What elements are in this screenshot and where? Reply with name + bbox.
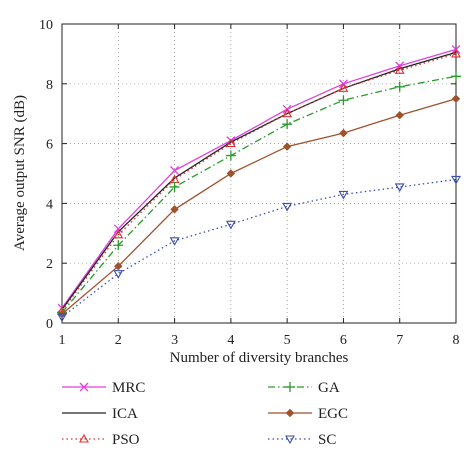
data-point-ga bbox=[338, 95, 349, 106]
data-point-egc bbox=[395, 110, 404, 120]
data-point-egc bbox=[226, 169, 236, 178]
legend-marker-sc bbox=[285, 435, 295, 445]
legend-item-pso: PSO bbox=[62, 432, 140, 448]
series-egc bbox=[57, 94, 461, 319]
series-line-sc bbox=[61, 178, 457, 318]
x-tick-label: 4 bbox=[227, 333, 234, 348]
data-point-egc bbox=[451, 94, 461, 103]
y-tick-label: 8 bbox=[46, 78, 53, 93]
data-point-sc bbox=[113, 270, 124, 279]
series-line-mrc bbox=[61, 48, 457, 309]
data-point-pso bbox=[451, 48, 461, 58]
data-point-ga bbox=[451, 71, 461, 82]
legend-item-mrc: MRC bbox=[62, 380, 145, 396]
data-point-egc bbox=[170, 205, 179, 214]
data-point-egc bbox=[339, 128, 348, 138]
legend-label-pso: PSO bbox=[112, 432, 140, 448]
grid-lines bbox=[62, 24, 456, 323]
x-tick-label: 6 bbox=[340, 333, 347, 348]
axis-ticks: 1 2 3 4 5 6 7 8 0 2 4 6 8 10 bbox=[39, 18, 460, 348]
legend-marker-pso bbox=[79, 433, 89, 443]
x-tick-label: 5 bbox=[284, 333, 291, 348]
data-point-pso bbox=[338, 83, 349, 92]
y-tick-label: 2 bbox=[46, 257, 53, 272]
data-point-ga bbox=[225, 150, 236, 161]
data-point-sc bbox=[225, 220, 236, 230]
series-ica bbox=[61, 51, 457, 310]
legend-marker-ga bbox=[285, 382, 295, 392]
legend: MRC ICA PSO GA EGC SC bbox=[62, 380, 348, 448]
data-point-sc bbox=[282, 202, 293, 212]
legend-item-sc: SC bbox=[268, 432, 336, 448]
data-point-sc bbox=[169, 237, 180, 246]
legend-label-egc: EGC bbox=[318, 406, 348, 422]
data-point-sc bbox=[451, 175, 461, 185]
data-point-pso bbox=[113, 229, 124, 239]
legend-label-ica: ICA bbox=[112, 406, 138, 422]
y-tick-label: 0 bbox=[46, 317, 53, 332]
series-ga bbox=[57, 71, 461, 318]
legend-item-ga: GA bbox=[268, 380, 340, 396]
data-point-pso bbox=[225, 138, 236, 148]
x-tick-label: 7 bbox=[396, 333, 403, 348]
data-point-ga bbox=[394, 81, 405, 92]
legend-label-ga: GA bbox=[318, 380, 340, 396]
x-tick-label: 2 bbox=[115, 333, 122, 348]
x-tick-label: 3 bbox=[171, 333, 178, 348]
data-point-mrc bbox=[170, 166, 180, 175]
y-tick-label: 4 bbox=[46, 197, 53, 212]
series-line-ica bbox=[61, 51, 457, 310]
data-point-ga bbox=[169, 181, 180, 192]
legend-item-egc: EGC bbox=[268, 406, 348, 422]
legend-marker-mrc bbox=[79, 382, 89, 392]
series-line-egc bbox=[61, 98, 457, 315]
series-lines bbox=[57, 44, 461, 323]
legend-item-ica: ICA bbox=[62, 406, 138, 422]
x-tick-label: 8 bbox=[453, 333, 460, 348]
data-point-mrc bbox=[113, 224, 123, 234]
y-tick-label: 6 bbox=[46, 138, 53, 153]
data-point-egc bbox=[282, 142, 292, 151]
legend-label-sc: SC bbox=[318, 432, 336, 448]
plot-area bbox=[61, 23, 457, 324]
data-point-sc bbox=[338, 190, 349, 200]
data-point-ga bbox=[282, 119, 293, 130]
legend-marker-egc bbox=[285, 408, 295, 418]
x-tick-label: 1 bbox=[59, 333, 66, 348]
series-line-ga bbox=[61, 75, 457, 313]
data-point-pso bbox=[282, 108, 293, 118]
data-point-sc bbox=[57, 313, 67, 323]
series-sc bbox=[57, 175, 461, 323]
data-point-pso bbox=[394, 65, 405, 74]
series-line-pso bbox=[61, 53, 457, 312]
legend-label-mrc: MRC bbox=[112, 380, 145, 396]
y-axis-label: Average output SNR (dB) bbox=[12, 95, 28, 251]
data-point-sc bbox=[394, 183, 405, 193]
y-tick-label: 10 bbox=[39, 18, 53, 33]
data-point-ga bbox=[113, 240, 124, 251]
x-axis-label: Number of diversity branches bbox=[170, 350, 349, 366]
data-point-egc bbox=[114, 261, 123, 271]
